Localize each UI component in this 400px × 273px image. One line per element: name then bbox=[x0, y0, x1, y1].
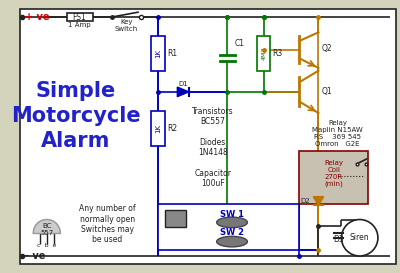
Bar bbox=[299, 151, 368, 204]
Bar bbox=[257, 36, 270, 71]
Bar bbox=[67, 13, 93, 21]
Text: Simple
Motorcycle
Alarm: Simple Motorcycle Alarm bbox=[11, 81, 140, 151]
Polygon shape bbox=[314, 197, 323, 205]
Text: R1: R1 bbox=[167, 49, 177, 58]
Bar bbox=[158, 204, 299, 250]
Bar bbox=[152, 36, 165, 71]
Text: R2: R2 bbox=[167, 124, 177, 133]
Text: Any number of
normally open
Switches may
be used: Any number of normally open Switches may… bbox=[79, 204, 136, 244]
Text: Key
Switch: Key Switch bbox=[115, 19, 138, 32]
Text: Q1: Q1 bbox=[321, 87, 332, 96]
Text: 1K: 1K bbox=[155, 124, 161, 133]
Text: D3: D3 bbox=[333, 235, 344, 244]
Text: - ve: - ve bbox=[25, 251, 45, 261]
Text: + ve: + ve bbox=[25, 12, 49, 22]
Ellipse shape bbox=[217, 236, 247, 247]
Bar bbox=[165, 210, 186, 227]
Text: BC
557: BC 557 bbox=[40, 222, 54, 236]
Bar bbox=[152, 111, 165, 146]
Text: 1 Amp: 1 Amp bbox=[68, 22, 91, 28]
Text: D2: D2 bbox=[300, 198, 310, 204]
Circle shape bbox=[342, 219, 378, 256]
Text: R3: R3 bbox=[272, 49, 282, 58]
Ellipse shape bbox=[217, 217, 247, 228]
Text: Relay
Maplin N15AW
RS    369 545
Omron   G2E: Relay Maplin N15AW RS 369 545 Omron G2E bbox=[312, 120, 363, 147]
Text: D1: D1 bbox=[178, 81, 188, 87]
Text: 1K: 1K bbox=[155, 49, 161, 58]
Text: 4M7: 4M7 bbox=[261, 47, 266, 60]
Text: Q2: Q2 bbox=[321, 44, 332, 53]
Text: Transistors
BC557

Diodes
1N4148

Capacitor
100uF: Transistors BC557 Diodes 1N4148 Capacito… bbox=[192, 107, 234, 188]
Text: C1: C1 bbox=[235, 39, 245, 48]
Text: c  b  e: c b e bbox=[37, 243, 56, 248]
Text: Relay
Coil
270R
(min): Relay Coil 270R (min) bbox=[324, 160, 343, 187]
Polygon shape bbox=[177, 87, 189, 97]
Text: SW 2: SW 2 bbox=[220, 229, 244, 238]
Text: FS1: FS1 bbox=[72, 13, 86, 22]
Text: Siren: Siren bbox=[350, 233, 370, 242]
Polygon shape bbox=[33, 219, 60, 233]
Text: SW 1: SW 1 bbox=[220, 210, 244, 219]
